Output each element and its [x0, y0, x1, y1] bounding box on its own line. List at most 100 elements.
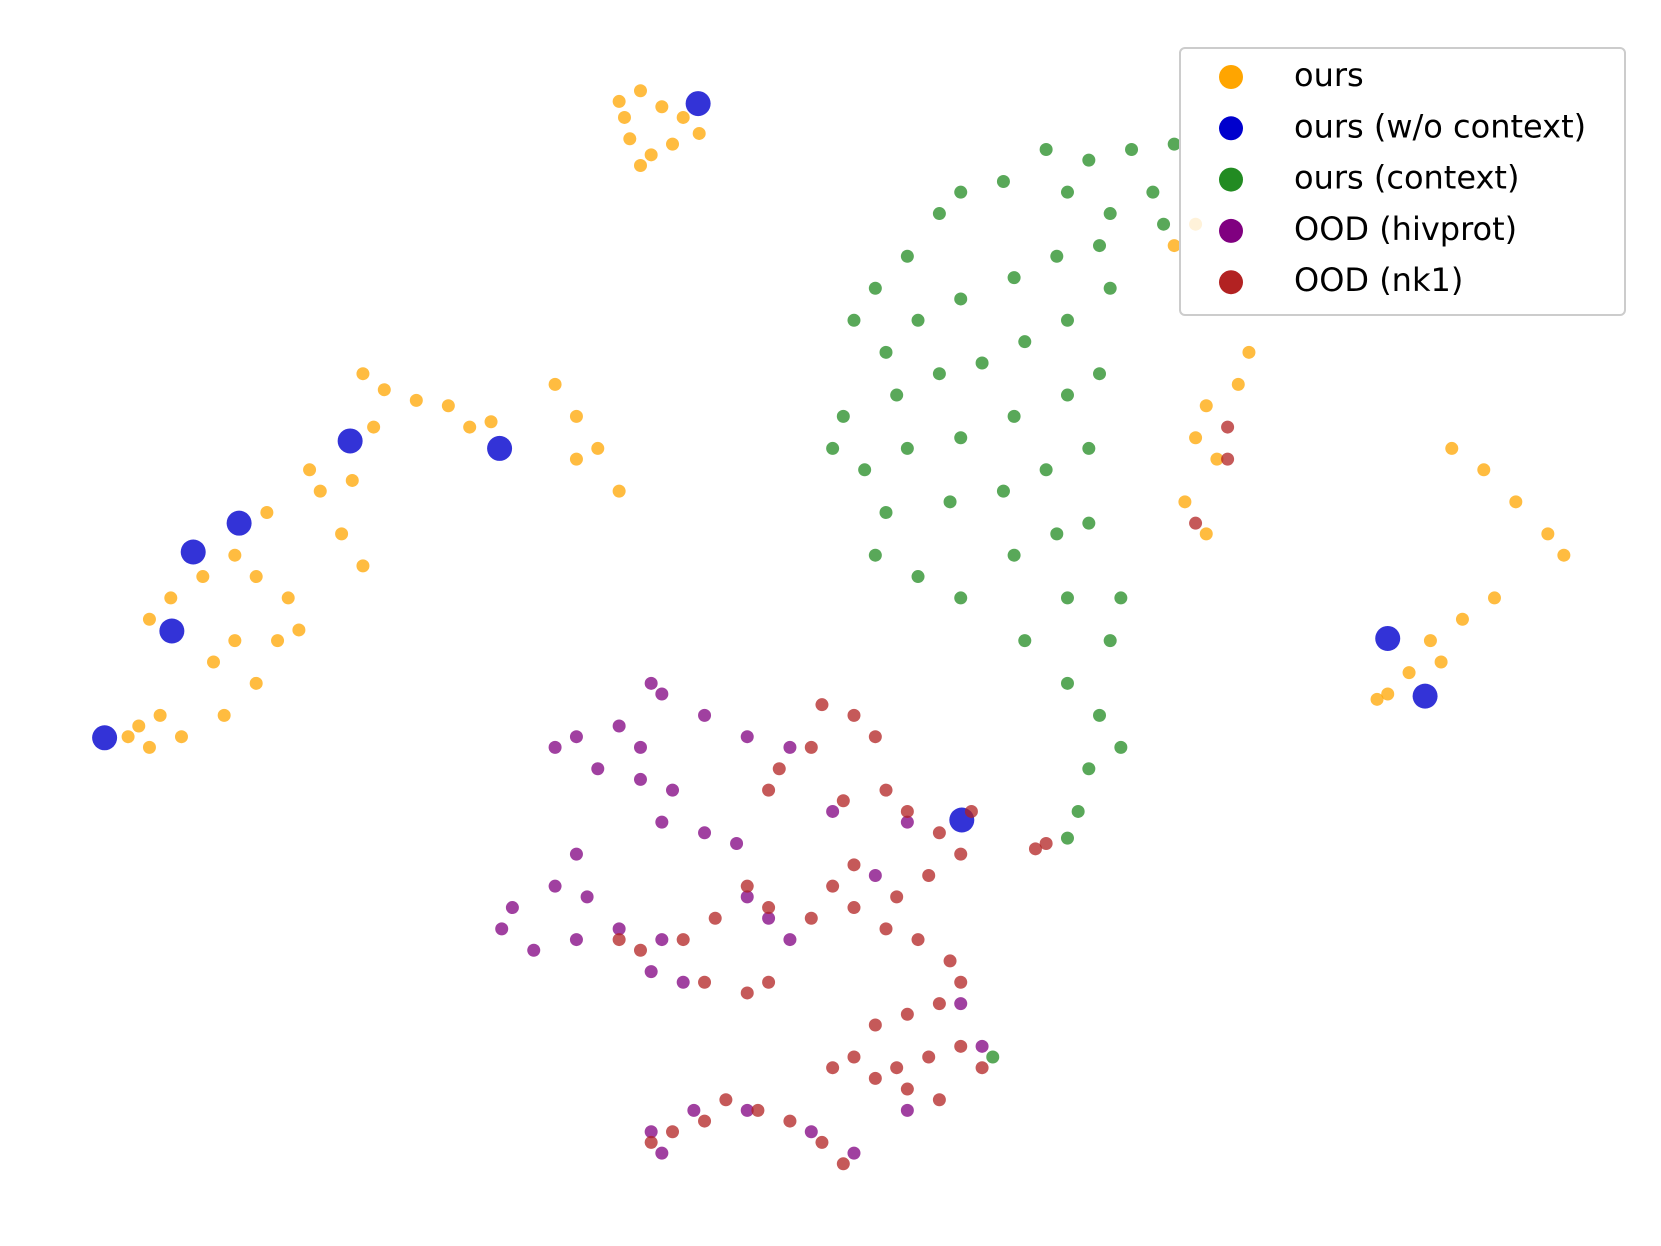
point	[335, 527, 349, 541]
point	[1210, 452, 1224, 466]
point	[879, 345, 893, 359]
point	[612, 94, 626, 108]
point	[698, 826, 712, 840]
point	[836, 409, 850, 423]
point	[975, 1061, 989, 1075]
point	[911, 313, 925, 327]
point	[954, 975, 968, 989]
point	[975, 1039, 989, 1053]
point	[826, 441, 840, 455]
point	[217, 708, 231, 722]
point	[1039, 142, 1053, 156]
point	[249, 570, 263, 584]
point	[868, 281, 882, 295]
point	[377, 383, 391, 397]
point	[1477, 463, 1491, 477]
point	[719, 1093, 733, 1107]
point	[1060, 388, 1074, 402]
point	[932, 997, 946, 1011]
point	[92, 725, 118, 751]
point	[1018, 335, 1032, 349]
point	[367, 420, 381, 434]
point	[633, 158, 647, 172]
point	[879, 505, 893, 519]
point	[975, 356, 989, 370]
point	[633, 772, 647, 786]
point	[900, 441, 914, 455]
legend-marker	[1219, 218, 1243, 243]
point	[1039, 463, 1053, 477]
point	[1060, 831, 1074, 845]
legend-label: ours (w/o context)	[1294, 107, 1586, 145]
point	[847, 1146, 861, 1160]
point	[548, 879, 562, 893]
point	[868, 730, 882, 744]
point	[932, 1093, 946, 1107]
point	[633, 943, 647, 957]
point	[228, 548, 242, 562]
point	[1114, 740, 1128, 754]
point	[954, 591, 968, 605]
point	[943, 954, 957, 968]
point	[1445, 441, 1459, 455]
point	[666, 137, 680, 151]
point	[1178, 495, 1192, 509]
point	[847, 858, 861, 872]
point	[569, 409, 583, 423]
point	[313, 484, 327, 498]
point	[826, 879, 840, 893]
point	[996, 175, 1010, 189]
point	[740, 1103, 754, 1117]
point	[1189, 516, 1203, 530]
point	[1412, 683, 1438, 709]
point	[1146, 185, 1160, 199]
point	[159, 618, 185, 644]
point	[1082, 516, 1096, 530]
point	[911, 570, 925, 584]
point	[548, 377, 562, 391]
point	[180, 539, 206, 565]
point	[633, 84, 647, 98]
point	[260, 505, 274, 519]
point	[1557, 548, 1571, 562]
point	[900, 1007, 914, 1021]
point	[954, 185, 968, 199]
point	[527, 943, 541, 957]
point	[569, 452, 583, 466]
point	[1114, 591, 1128, 605]
point	[943, 495, 957, 509]
point	[762, 975, 776, 989]
point	[740, 890, 754, 904]
point	[1189, 431, 1203, 445]
point	[858, 463, 872, 477]
point	[847, 1050, 861, 1064]
point	[826, 1061, 840, 1075]
point	[900, 1082, 914, 1096]
point	[1231, 377, 1245, 391]
point	[676, 110, 690, 124]
point	[762, 901, 776, 915]
point	[164, 591, 178, 605]
legend-label: ours	[1294, 56, 1364, 94]
point	[698, 975, 712, 989]
point	[569, 933, 583, 947]
point	[964, 804, 978, 818]
point	[868, 1018, 882, 1032]
point	[281, 591, 295, 605]
point	[132, 719, 146, 733]
point	[1402, 666, 1416, 680]
point	[1125, 142, 1139, 156]
point	[698, 708, 712, 722]
point	[1007, 409, 1021, 423]
point	[228, 634, 242, 648]
point	[1157, 217, 1171, 231]
point	[932, 826, 946, 840]
point	[1221, 452, 1235, 466]
legend-marker	[1219, 116, 1243, 141]
point	[644, 965, 658, 979]
point	[1082, 762, 1096, 776]
point	[1509, 495, 1523, 509]
point	[591, 441, 605, 455]
point	[836, 1157, 850, 1171]
point	[687, 1103, 701, 1117]
